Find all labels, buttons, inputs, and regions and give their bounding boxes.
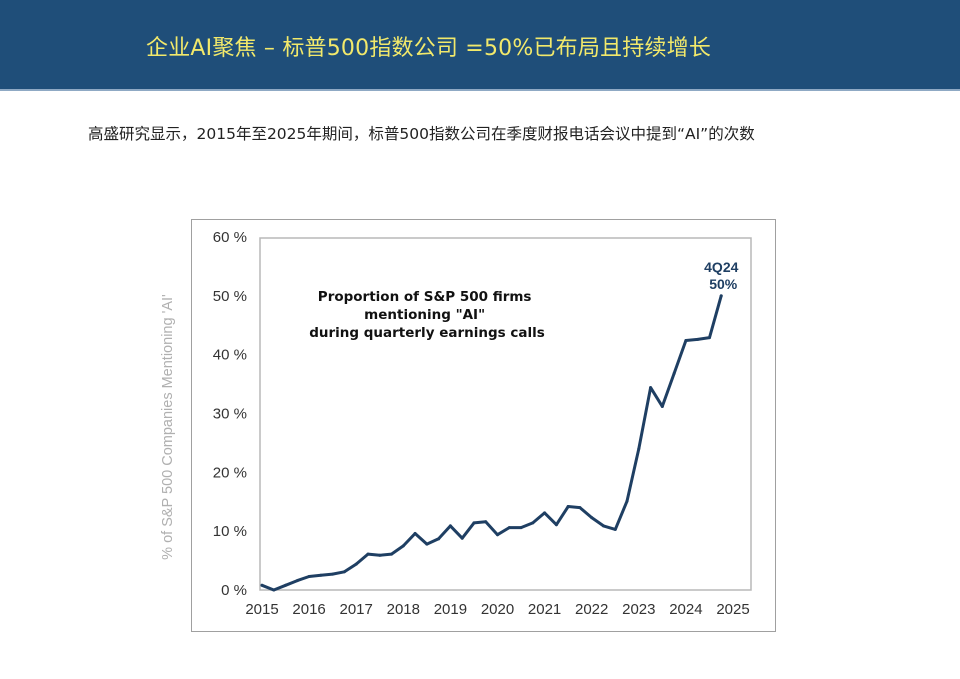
data-point (696, 337, 700, 341)
chart-frame (191, 219, 776, 632)
x-tick-label: 2019 (434, 601, 467, 618)
data-point (272, 588, 276, 592)
data-point (660, 404, 664, 408)
data-point (637, 447, 641, 451)
y-tick-label: 60 % (213, 229, 247, 246)
data-point (613, 527, 617, 531)
data-point (366, 552, 370, 556)
y-tick-label: 10 % (213, 523, 247, 540)
data-point (707, 336, 711, 340)
chart-title-line-2: mentioning "AI" (364, 307, 485, 323)
plot-area-frame (259, 237, 752, 591)
x-tick-label: 2021 (528, 601, 561, 618)
data-point (378, 553, 382, 557)
data-point (496, 533, 499, 537)
y-axis-label: % of S&P 500 Companies Mentioning 'AI' (160, 294, 176, 560)
data-point (719, 294, 723, 298)
data-point (507, 526, 511, 530)
data-point (354, 562, 358, 566)
data-point (625, 499, 629, 503)
x-tick-label: 2016 (292, 601, 325, 618)
y-tick-label: 50 % (213, 288, 247, 305)
header-banner: 企业AI聚焦 – 标普500指数公司 =50%已布局且持续增长 (0, 0, 960, 91)
x-tick-label: 2022 (575, 601, 608, 618)
x-tick-label: 2017 (340, 601, 373, 618)
data-point (295, 579, 299, 583)
data-point (590, 516, 594, 520)
header-title: 企业AI聚焦 – 标普500指数公司 =50%已布局且持续增长 (146, 36, 712, 61)
data-point (460, 536, 464, 540)
data-point (342, 570, 346, 574)
data-point (260, 583, 264, 587)
x-tick-label: 2015 (245, 601, 278, 618)
x-tick-label: 2018 (387, 601, 420, 618)
data-point (578, 506, 582, 510)
data-point (472, 521, 476, 525)
data-point (531, 521, 535, 525)
data-point (554, 523, 558, 527)
data-point (543, 511, 547, 515)
data-point (672, 371, 676, 375)
data-point (601, 524, 605, 528)
y-tick-label: 20 % (213, 464, 247, 481)
chart-title-line-3: during quarterly earnings calls (309, 325, 545, 341)
chart-title: Proportion of S&P 500 firms mentioning "… (309, 289, 545, 341)
data-point (566, 504, 570, 508)
data-point (519, 526, 523, 530)
data-point (437, 537, 441, 541)
data-point (684, 339, 688, 343)
data-point (331, 572, 335, 576)
annotation-label: 4Q24 50% (704, 259, 742, 292)
data-point (448, 524, 452, 528)
y-tick-label: 40 % (213, 347, 247, 364)
data-point (413, 532, 417, 536)
y-tick-label: 0 % (221, 582, 247, 599)
chart-title-line-1: Proportion of S&P 500 firms (318, 289, 532, 305)
data-point (307, 574, 311, 578)
data-point (649, 386, 653, 390)
x-tick-label: 2023 (622, 601, 655, 618)
data-point (425, 542, 429, 546)
x-tick-label: 2020 (481, 601, 514, 618)
y-tick-label: 30 % (213, 406, 247, 423)
data-point (401, 544, 405, 548)
x-tick-label: 2024 (669, 601, 702, 618)
annotation-value: 50% (709, 276, 738, 292)
data-point (284, 583, 288, 587)
annotation-quarter: 4Q24 (704, 259, 738, 275)
data-point (484, 520, 488, 524)
data-point (319, 573, 323, 577)
data-point (390, 552, 394, 556)
page-subtitle: 高盛研究显示，2015年至2025年期间，标普500指数公司在季度财报电话会议中… (88, 125, 755, 143)
x-tick-label: 2025 (716, 601, 749, 618)
series-line (260, 294, 723, 592)
